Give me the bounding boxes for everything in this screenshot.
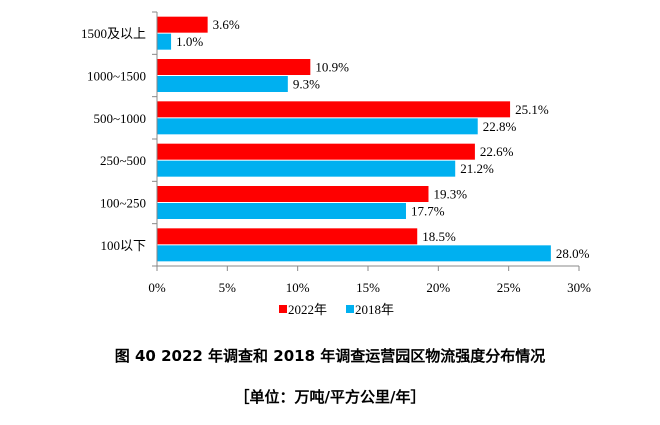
x-tick-label: 20% [426,280,450,295]
x-tick-label: 15% [356,280,380,295]
bar-2018年 [157,160,456,177]
data-label: 1.0% [176,34,203,49]
legend-swatch [346,305,354,313]
bar-2022年 [157,228,418,245]
category-label: 250~500 [100,153,146,168]
data-label: 18.5% [422,229,456,244]
bar-2018年 [157,76,288,92]
bar-2022年 [157,101,511,118]
category-label: 1500及以上 [81,26,146,41]
legend-swatch [279,305,287,313]
figure-caption: 图 40 2022 年调查和 2018 年调查运营园区物流强度分布情况 [114,347,546,365]
bar-2022年 [157,186,429,202]
data-label: 3.6% [213,17,240,32]
category-label: 500~1000 [93,111,146,126]
x-tick-label: 25% [497,280,521,295]
category-label: 100~250 [100,196,146,211]
x-tick-label: 0% [148,280,166,295]
category-label: 1000~1500 [87,69,146,84]
unit-caption: ［单位：万吨/平方公里/年］ [234,388,426,406]
data-label: 9.3% [293,77,320,92]
category-label: 100以下 [100,238,146,253]
x-tick-label: 5% [219,280,237,295]
bar-2018年 [157,118,478,135]
bar-2022年 [157,59,311,75]
data-label: 28.0% [556,246,590,261]
x-tick-label: 30% [567,280,591,295]
bar-2022年 [157,143,475,160]
bar-2022年 [157,16,208,33]
bar-2018年 [157,203,406,219]
bar-2018年 [157,245,551,262]
x-tick-label: 10% [286,280,310,295]
data-label: 19.3% [433,187,467,202]
data-label: 25.1% [515,102,549,117]
bar-chart: 1500及以上 3.6% 1.0% 1000~1500 10.9% 9.3% 500~100… [81,11,591,317]
data-label: 21.2% [460,161,494,176]
data-label: 22.8% [483,119,517,134]
bar-2018年 [157,33,172,50]
legend-label: 2018年 [355,302,394,317]
data-label: 22.6% [480,144,514,159]
legend-label: 2022年 [288,302,327,317]
data-label: 10.9% [315,60,349,75]
data-label: 17.7% [411,204,445,219]
